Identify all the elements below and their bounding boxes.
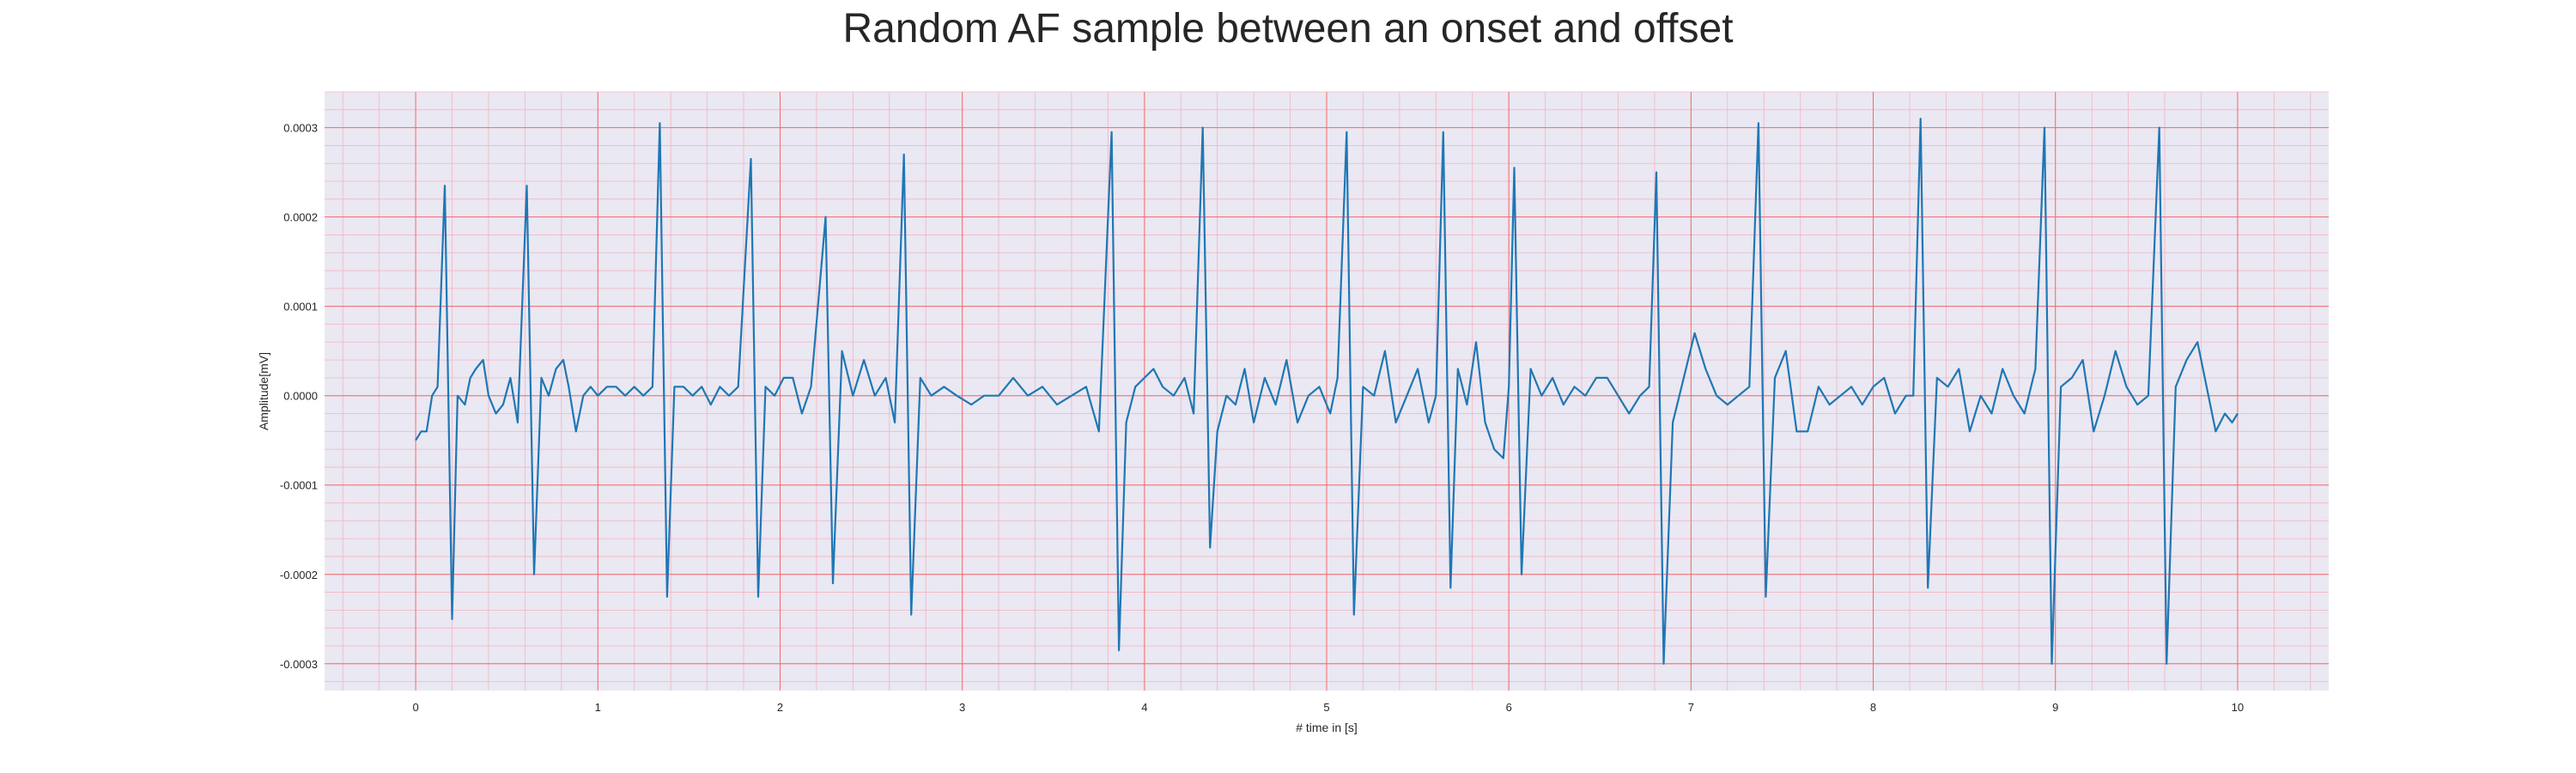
y-axis-ticks: -0.0003 -0.0002 -0.0001 0.0000 0.0001 0.0002 0…: [280, 122, 318, 671]
x-tick-label: 4: [1141, 701, 1147, 714]
x-tick-label: 7: [1688, 701, 1694, 714]
x-tick-label: 1: [595, 701, 601, 714]
x-tick-label: 0: [412, 701, 418, 714]
x-tick-label: 3: [959, 701, 965, 714]
x-tick-label: 9: [2052, 701, 2058, 714]
y-tick-label: 0.0000: [283, 390, 318, 403]
ecg-signal-line: [415, 118, 2239, 665]
x-tick-label: 6: [1506, 701, 1512, 714]
y-tick-label: 0.0002: [283, 211, 318, 224]
x-tick-label: 8: [1870, 701, 1876, 714]
y-tick-label: -0.0002: [280, 569, 318, 581]
x-tick-label: 2: [777, 701, 783, 714]
y-axis-label: Amplitude[mV]: [257, 352, 270, 430]
x-axis-ticks: 0 1 2 3 4 5 6 7 8 9 10: [412, 701, 2244, 714]
y-tick-label: -0.0003: [280, 658, 318, 671]
y-tick-label: -0.0001: [280, 479, 318, 492]
y-tick-label: 0.0003: [283, 122, 318, 135]
x-tick-label: 5: [1323, 701, 1329, 714]
major-grid: [325, 92, 2329, 691]
x-tick-label: 10: [2232, 701, 2244, 714]
y-tick-label: 0.0001: [283, 301, 318, 313]
chart-title: Random AF sample between an onset and of…: [842, 6, 1734, 52]
x-axis-label: # time in [s]: [1296, 721, 1358, 734]
